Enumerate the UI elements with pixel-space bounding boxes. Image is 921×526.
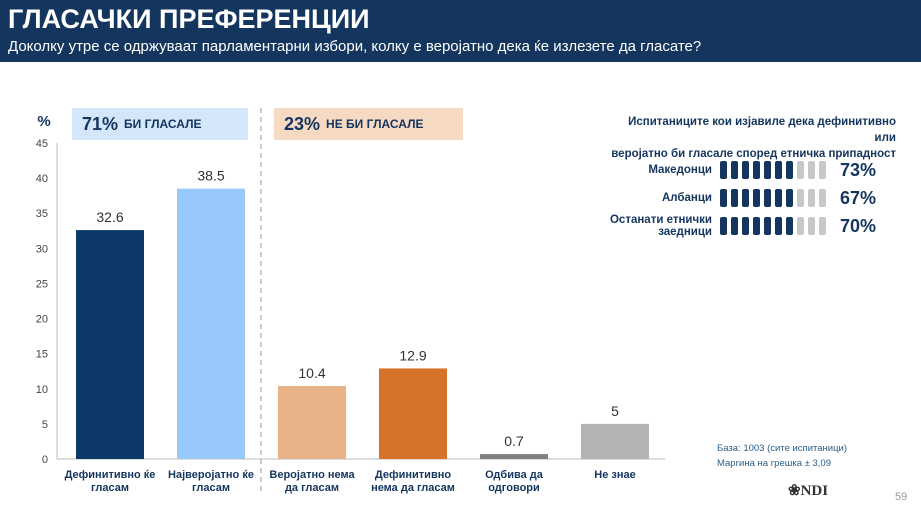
bar xyxy=(581,423,649,459)
page-title: ГЛАСАЧКИ ПРЕФЕРЕНЦИИ xyxy=(8,4,370,34)
person-pip xyxy=(808,161,815,179)
x-tick-label: нема да гласам xyxy=(371,482,455,494)
person-pip xyxy=(720,217,727,235)
bar xyxy=(177,188,245,459)
margin-note: Маргина на грешка ± 3,09 xyxy=(717,458,831,469)
ethnic-row: Македонци 73% xyxy=(600,159,876,181)
person-pip xyxy=(797,161,804,179)
y-tick-label: 25 xyxy=(36,278,48,290)
person-pip xyxy=(764,217,771,235)
x-tick-label: гласам xyxy=(192,482,230,494)
person-pip xyxy=(753,161,760,179)
y-tick-label: 20 xyxy=(36,314,48,326)
person-pip xyxy=(797,217,804,235)
person-pip xyxy=(786,189,793,207)
base-note: База: 1003 (сите испитаници) xyxy=(717,443,847,454)
person-pip xyxy=(786,217,793,235)
y-tick-label: 15 xyxy=(36,349,48,361)
x-tick-label: Дефинитивно ќе xyxy=(65,469,156,481)
y-tick-label: 40 xyxy=(36,173,48,185)
pip-bar xyxy=(720,217,826,235)
x-tick-label: одговори xyxy=(488,482,540,494)
page-number: 59 xyxy=(895,491,908,503)
y-tick-label: 30 xyxy=(36,243,48,255)
person-pip xyxy=(808,189,815,207)
ethnic-percent: 67% xyxy=(840,187,877,208)
data-label: 0.7 xyxy=(504,433,524,449)
person-pip xyxy=(819,217,826,235)
person-pip xyxy=(742,189,749,207)
x-tick-label: Не знае xyxy=(594,469,635,481)
pip-bar xyxy=(720,161,826,179)
group-novote-label: НЕ БИ ГЛАСАЛЕ xyxy=(326,117,424,131)
y-tick-label: 10 xyxy=(36,384,48,396)
person-pip xyxy=(753,217,760,235)
person-pip xyxy=(731,189,738,207)
header: ГЛАСАЧКИ ПРЕФЕРЕНЦИИ Доколку утре се одр… xyxy=(0,0,921,62)
ethnic-label: Македонци xyxy=(648,164,712,176)
pip-bar xyxy=(720,189,826,207)
person-pip xyxy=(720,189,727,207)
x-tick-label: гласам xyxy=(91,482,129,494)
person-pip xyxy=(819,161,826,179)
person-pip xyxy=(731,161,738,179)
data-label: 5 xyxy=(611,403,619,419)
y-tick-label: 35 xyxy=(36,208,48,220)
y-tick-label: 0 xyxy=(42,454,48,466)
group-novote-percent: 23% xyxy=(284,113,321,134)
group-vote-label: БИ ГЛАСАЛЕ xyxy=(124,117,202,131)
ethnic-label: Останати етнички заедници xyxy=(609,214,712,238)
group-vote-percent: 71% xyxy=(82,113,119,134)
x-tick-label: да гласам xyxy=(285,482,339,494)
logo-text: NDI xyxy=(800,483,829,499)
person-pip xyxy=(731,217,738,235)
ethnic-title-line2: веројатно би гласале според етничка прип… xyxy=(611,148,896,160)
x-tick-label: Веројатно нема xyxy=(269,469,355,481)
x-tick-label: Одбива да xyxy=(485,469,544,481)
data-label: 32.6 xyxy=(96,209,123,225)
x-tick-label: Дефинитивно xyxy=(375,469,451,481)
bar xyxy=(76,230,144,459)
ethnic-row: Албанци 67% xyxy=(600,187,876,209)
person-pip xyxy=(742,217,749,235)
person-pip xyxy=(819,189,826,207)
person-pip xyxy=(775,217,782,235)
ethnic-title: Испитаниците кои изјавиле дека дефинитив… xyxy=(606,114,896,162)
bar xyxy=(379,368,447,459)
person-pip xyxy=(775,161,782,179)
person-pip xyxy=(720,161,727,179)
page-subtitle: Доколку утре се одржуваат парламентарни … xyxy=(8,38,702,55)
y-tick-label: 45 xyxy=(36,138,48,150)
person-pip xyxy=(775,189,782,207)
person-pip xyxy=(764,189,771,207)
group-novote-box: 23% НЕ БИ ГЛАСАЛЕ xyxy=(274,108,463,140)
person-pip xyxy=(786,161,793,179)
ndi-logo: ❀NDI xyxy=(788,483,829,499)
bar xyxy=(278,385,346,459)
person-pip xyxy=(797,189,804,207)
x-tick-label: Најверојатно ќе xyxy=(168,469,254,481)
footnote: База: 1003 (сите испитаници) Маргина на г… xyxy=(717,441,847,471)
ethnic-title-line1: Испитаниците кои изјавиле дека дефинитив… xyxy=(628,116,896,144)
data-label: 38.5 xyxy=(197,168,224,184)
y-tick-label: 5 xyxy=(42,419,48,431)
person-pip xyxy=(808,217,815,235)
data-label: 10.4 xyxy=(298,365,325,381)
y-axis-label: % xyxy=(37,113,50,130)
person-pip xyxy=(764,161,771,179)
ethnic-label: Албанци xyxy=(661,192,712,204)
ethnic-row: Останати етнички заедници 70% xyxy=(600,214,877,238)
person-pip xyxy=(753,189,760,207)
data-label: 12.9 xyxy=(399,347,426,363)
ethnic-percent: 70% xyxy=(840,215,877,236)
bar xyxy=(480,454,548,459)
ethnic-percent: 73% xyxy=(840,159,877,180)
group-vote-box: 71% БИ ГЛАСАЛЕ xyxy=(72,108,248,140)
person-pip xyxy=(742,161,749,179)
